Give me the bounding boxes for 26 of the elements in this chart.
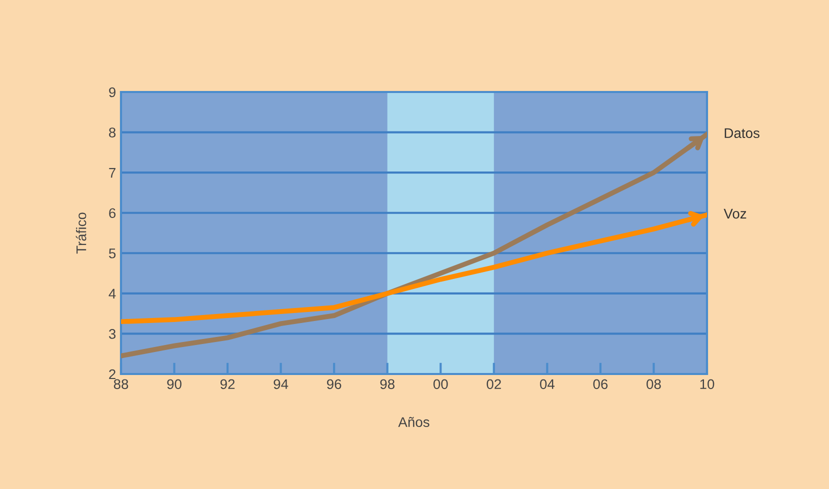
x-tick-label: 08 (646, 379, 661, 390)
x-tick-label: 92 (220, 379, 235, 390)
x-tick-label: 98 (380, 379, 394, 390)
x-tick-label: 02 (486, 379, 501, 390)
y-tick-label: 7 (109, 168, 116, 178)
y-tick-label: 2 (109, 369, 116, 380)
line-series (121, 212, 707, 324)
x-tick-label: 96 (327, 379, 342, 390)
x-axis-title: Años (398, 416, 430, 428)
y-tick-label: 4 (108, 288, 116, 298)
x-tick-label: 10 (700, 379, 714, 390)
y-tick-label: 6 (109, 208, 116, 218)
x-tick-label: 90 (167, 379, 182, 390)
y-axis-title: Tráfico (76, 212, 86, 254)
line-series (121, 132, 707, 358)
y-tick-label: 8 (109, 128, 116, 138)
x-tick-label: 00 (433, 379, 448, 390)
y-tick-label: 3 (108, 329, 116, 339)
x-tick-label: 94 (274, 379, 288, 390)
y-tick-label: 9 (109, 87, 116, 98)
series-label: Datos (724, 128, 760, 138)
y-tick-label: 5 (108, 248, 116, 258)
legend-label: Voz (724, 208, 746, 219)
x-tick-label: 06 (593, 379, 608, 390)
x-tick-label: 88 (114, 379, 128, 390)
x-tick-label: 04 (540, 379, 554, 390)
